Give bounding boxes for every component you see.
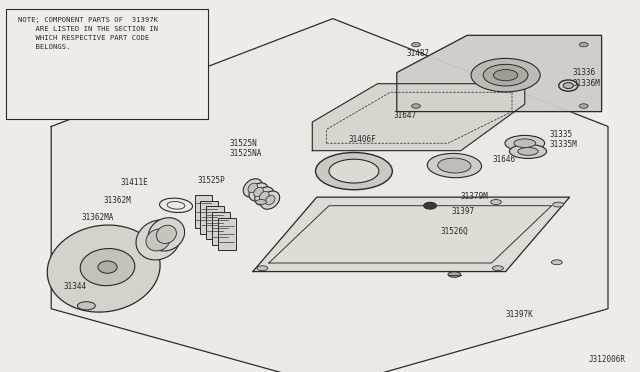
Text: 31525N
31525NA: 31525N 31525NA (229, 139, 262, 158)
Polygon shape (253, 197, 570, 272)
Ellipse shape (412, 42, 420, 47)
Text: 31406F: 31406F (349, 135, 376, 144)
Ellipse shape (551, 260, 563, 265)
Text: 31344: 31344 (64, 282, 87, 291)
Text: 31411E: 31411E (120, 178, 148, 187)
Ellipse shape (260, 191, 280, 209)
Ellipse shape (156, 225, 177, 244)
Polygon shape (195, 195, 212, 228)
Ellipse shape (424, 202, 436, 209)
Ellipse shape (493, 266, 504, 271)
Polygon shape (200, 201, 218, 234)
Ellipse shape (256, 199, 267, 204)
Polygon shape (218, 218, 236, 250)
Polygon shape (206, 206, 224, 239)
Ellipse shape (255, 187, 274, 205)
Text: 31379M: 31379M (461, 192, 488, 201)
Ellipse shape (412, 104, 420, 108)
Ellipse shape (98, 261, 117, 273)
Ellipse shape (493, 70, 518, 81)
Text: 31525P: 31525P (197, 176, 225, 185)
Ellipse shape (329, 159, 379, 183)
Text: J312006R: J312006R (589, 355, 626, 364)
Ellipse shape (483, 64, 528, 86)
Ellipse shape (579, 42, 588, 47)
Ellipse shape (491, 199, 502, 204)
Ellipse shape (77, 302, 95, 310)
Ellipse shape (265, 195, 275, 205)
FancyBboxPatch shape (6, 9, 208, 119)
Ellipse shape (559, 80, 578, 91)
Ellipse shape (248, 183, 258, 193)
Text: 31397K: 31397K (506, 310, 533, 319)
Text: 31526Q: 31526Q (440, 227, 468, 236)
Ellipse shape (563, 83, 573, 89)
Ellipse shape (47, 225, 160, 312)
Text: 31336
31336M: 31336 31336M (573, 68, 600, 88)
Text: 31362M: 31362M (104, 196, 131, 205)
Polygon shape (212, 212, 230, 245)
Ellipse shape (146, 229, 170, 251)
Text: 31647: 31647 (394, 111, 417, 120)
Ellipse shape (257, 266, 268, 271)
Ellipse shape (438, 158, 471, 173)
Polygon shape (397, 35, 602, 112)
Text: 31397: 31397 (451, 207, 474, 216)
Ellipse shape (80, 248, 135, 286)
Ellipse shape (316, 153, 392, 190)
Text: 31646: 31646 (493, 155, 516, 164)
Text: NOTE; COMPONENT PARTS OF  31397K
    ARE LISTED IN THE SECTION IN
    WHICH RESP: NOTE; COMPONENT PARTS OF 31397K ARE LIST… (18, 17, 158, 50)
Ellipse shape (243, 179, 262, 197)
Ellipse shape (253, 187, 264, 197)
Ellipse shape (148, 218, 184, 251)
Ellipse shape (136, 220, 180, 260)
Ellipse shape (428, 153, 481, 178)
Ellipse shape (249, 183, 268, 201)
Ellipse shape (553, 202, 564, 207)
Ellipse shape (259, 191, 269, 201)
Text: 31335
31335M: 31335 31335M (549, 130, 577, 149)
Polygon shape (51, 19, 608, 372)
Ellipse shape (509, 144, 547, 158)
Ellipse shape (471, 58, 540, 92)
Polygon shape (312, 84, 525, 151)
Ellipse shape (518, 148, 538, 155)
Ellipse shape (514, 139, 536, 148)
Text: 31487: 31487 (406, 49, 429, 58)
Ellipse shape (579, 104, 588, 108)
Ellipse shape (448, 272, 461, 278)
Ellipse shape (505, 135, 545, 151)
Text: 31362MA: 31362MA (82, 213, 115, 222)
